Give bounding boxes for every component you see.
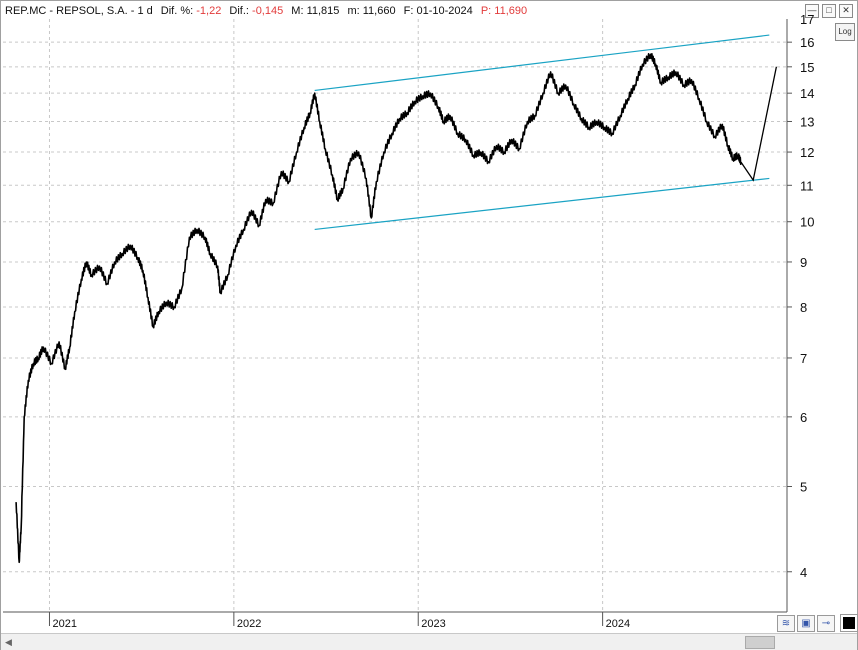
scroll-left-icon[interactable]: ◀ [5, 637, 12, 647]
y-tick-label: 11 [800, 178, 814, 193]
series-layer [15, 53, 742, 564]
y-tick-label: 14 [800, 86, 814, 101]
max-label: M: 11,815 [291, 5, 340, 17]
price-label: P: [480, 5, 492, 17]
y-tick-label: 13 [800, 114, 814, 129]
y-tick-label: 10 [800, 215, 814, 230]
window-controls: — □ ✕ [805, 4, 853, 18]
dif-pct-label: Dif. %: [160, 5, 194, 17]
y-tick-label: 9 [800, 255, 807, 270]
horizontal-scrollbar[interactable]: ◀ [1, 633, 857, 650]
close-button[interactable]: ✕ [839, 4, 853, 18]
scroll-thumb[interactable] [745, 636, 775, 649]
color-swatch[interactable] [840, 614, 858, 632]
maximize-button[interactable]: □ [822, 4, 836, 18]
x-tick-label: 2024 [606, 618, 630, 630]
x-tick-label: 2023 [421, 618, 445, 630]
channel-upper-line [314, 34, 770, 92]
channel-lower-line [314, 177, 770, 231]
y-tick-label: 16 [800, 35, 814, 50]
x-tick-label: 2021 [52, 618, 76, 630]
y-tick-label: 12 [800, 145, 814, 160]
price-chart[interactable]: 4 5 6 7 8 9 10 11 12 13 14 15 16 17 2021 2022 2023 2024 [1, 1, 857, 633]
grid [3, 19, 787, 612]
save-icon[interactable]: ▣ [797, 615, 815, 632]
chart-toolbar: ≋ ▣ ⊸ [777, 614, 858, 632]
y-tick-label: 6 [800, 410, 807, 425]
y-tick-label-partial: 17 [800, 12, 814, 27]
y-tick-label: 15 [800, 60, 814, 75]
axes: 4 5 6 7 8 9 10 11 12 13 14 15 16 17 2021 2022 2023 2024 [3, 12, 814, 630]
dif-label: Dif.: [229, 5, 249, 17]
ticker-label: REP.MC - REPSOL, S.A. - 1 d [5, 5, 153, 17]
y-tick-label: 8 [800, 300, 807, 315]
quote-header: REP.MC - REPSOL, S.A. - 1 d Dif. %: -1,2… [5, 3, 527, 19]
zigzag-icon[interactable]: ≋ [777, 615, 795, 632]
minimize-button[interactable]: — [805, 4, 819, 18]
x-tick-label: 2022 [237, 618, 261, 630]
y-tick-label: 7 [800, 351, 807, 366]
price-value: 11,690 [494, 5, 528, 17]
log-scale-button[interactable]: Log [835, 23, 855, 41]
dif-value: -0,145 [252, 5, 284, 17]
dif-pct-value: -1,22 [196, 5, 222, 17]
y-tick-label: 4 [800, 565, 807, 580]
pin-icon[interactable]: ⊸ [817, 615, 835, 632]
min-label: m: 11,660 [347, 5, 396, 17]
date-label: F: 01-10-2024 [403, 5, 473, 17]
projection-line [740, 66, 778, 182]
annotations-layer [314, 34, 778, 231]
price-line [15, 53, 742, 564]
y-tick-label: 5 [800, 480, 807, 495]
